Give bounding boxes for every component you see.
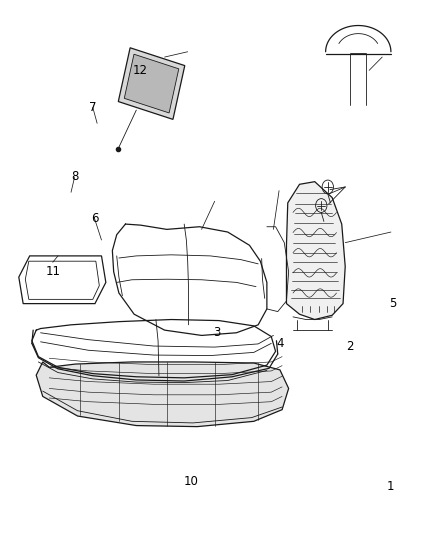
Text: 11: 11 [46,265,61,278]
Polygon shape [19,256,106,304]
Text: 12: 12 [133,64,148,77]
Text: 4: 4 [276,337,284,350]
Polygon shape [118,48,185,119]
Text: 3: 3 [213,326,220,340]
Text: 6: 6 [91,212,99,225]
Text: 2: 2 [346,340,353,352]
Text: 7: 7 [89,101,96,114]
Text: 1: 1 [387,480,395,493]
Text: 5: 5 [389,297,397,310]
Polygon shape [124,54,179,113]
Polygon shape [286,182,345,319]
Text: 10: 10 [183,475,198,488]
Polygon shape [36,362,289,426]
Text: 8: 8 [72,170,79,183]
